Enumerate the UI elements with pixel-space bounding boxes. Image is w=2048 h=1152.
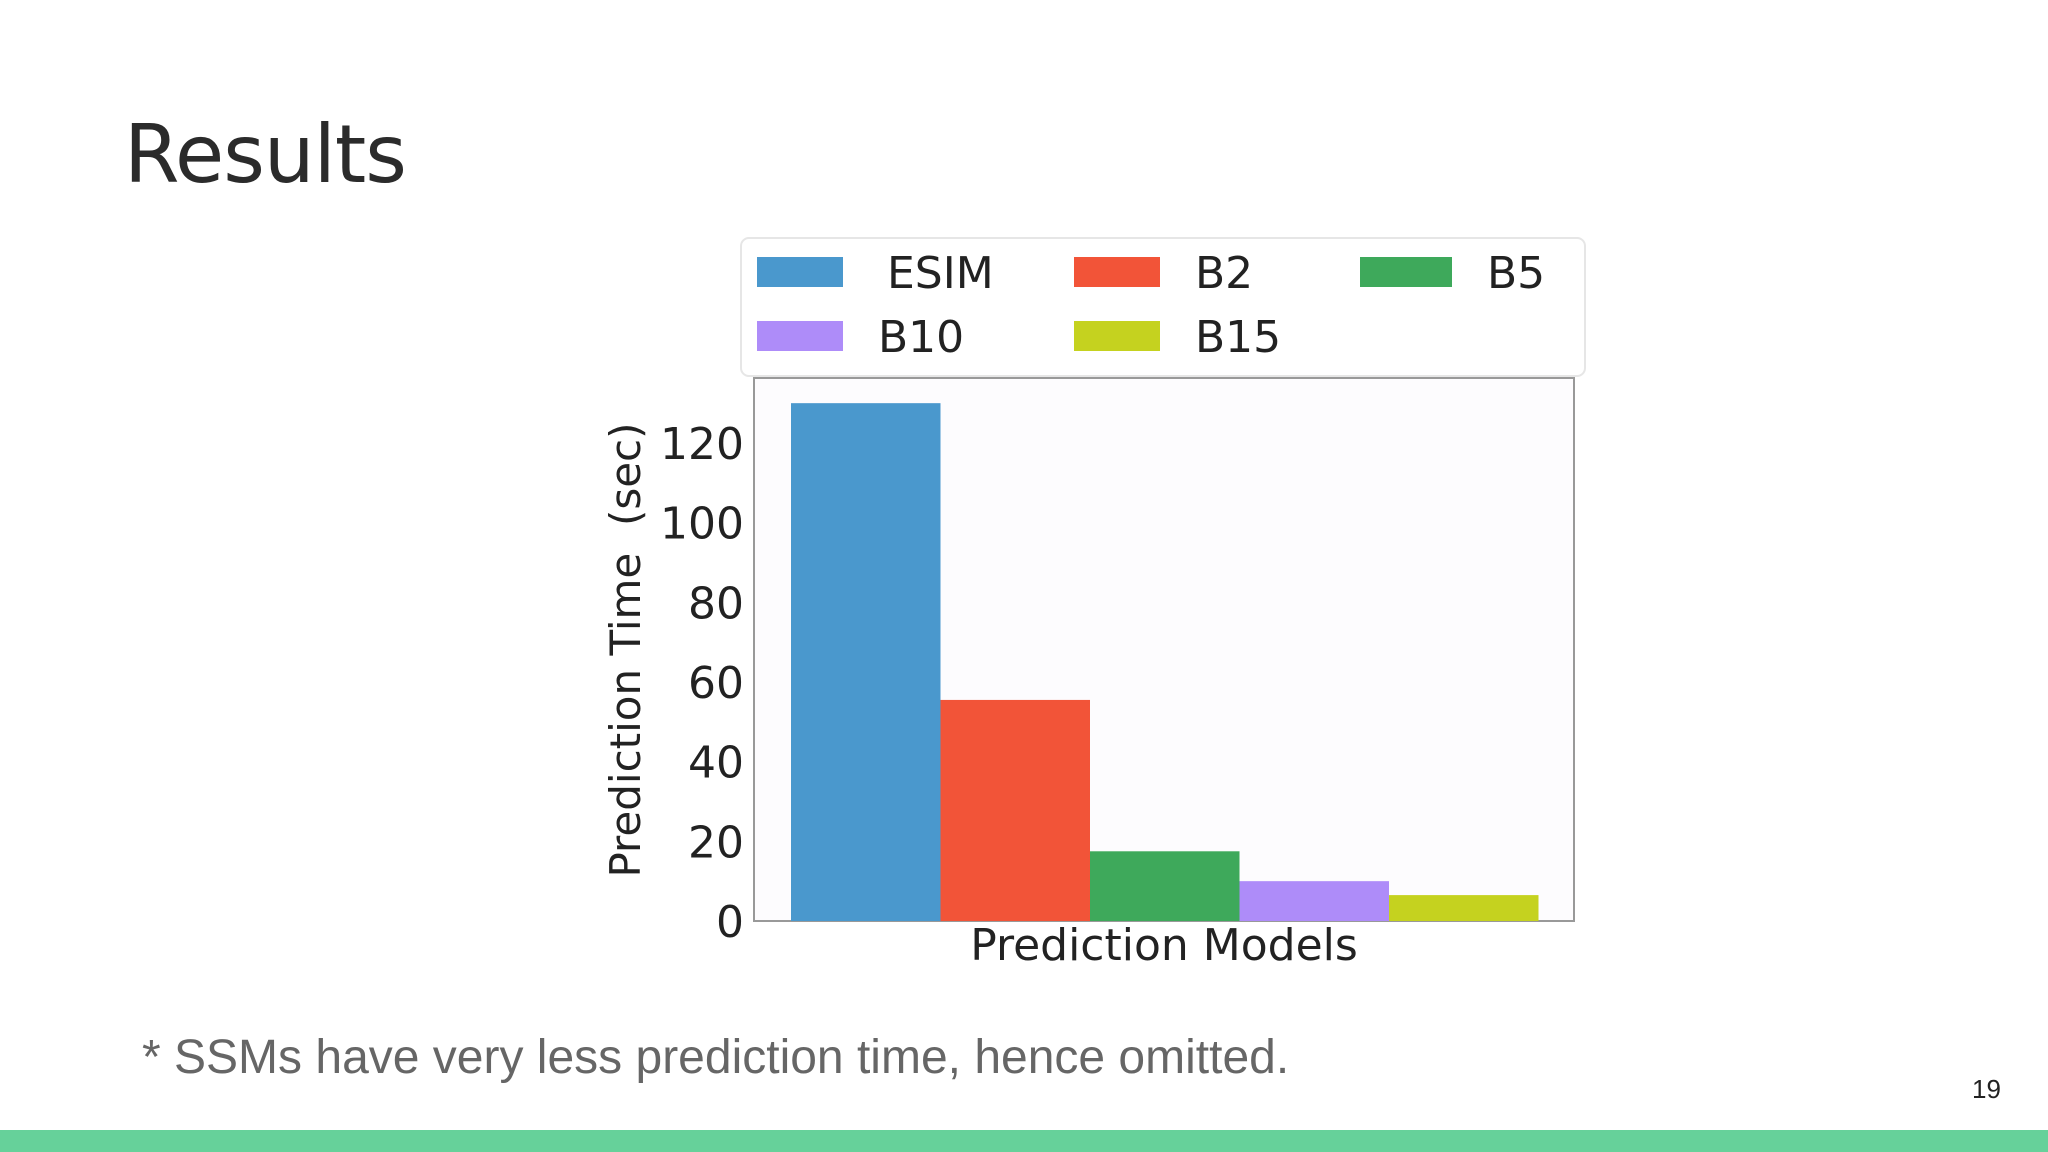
bar-esim	[791, 403, 941, 922]
bars-group	[791, 403, 1539, 922]
bar-b15	[1389, 895, 1539, 921]
legend-label-b5: B5	[1487, 248, 1545, 299]
y-tick-label: 0	[716, 897, 744, 948]
x-axis-label: Prediction Models	[970, 920, 1358, 971]
legend-label-b10: B10	[878, 312, 964, 363]
legend-swatch-b15	[1074, 321, 1160, 351]
chart-legend: ESIM B2 B5 B10 B15	[740, 237, 1586, 377]
legend-swatch-b10	[757, 321, 843, 351]
bar-b2	[940, 699, 1090, 921]
legend-swatch-b2	[1074, 257, 1160, 287]
legend-swatch-b5	[1360, 257, 1452, 287]
legend-label-esim: ESIM	[887, 248, 994, 299]
bar-b5	[1090, 851, 1240, 921]
y-tick-label: 120	[660, 419, 744, 470]
y-tick-label: 60	[688, 658, 744, 709]
legend-swatch-esim	[757, 257, 843, 287]
y-tick-label: 40	[688, 738, 744, 789]
legend-label-b2: B2	[1195, 248, 1253, 299]
page-number: 19	[1972, 1074, 2001, 1104]
y-tick-label: 80	[688, 578, 744, 629]
bar-b10	[1239, 881, 1389, 921]
y-axis-ticks: 0 20 40 60 80 100 120	[660, 419, 744, 948]
legend-box	[740, 237, 1586, 377]
y-axis-label: Prediction Time (sec)	[601, 422, 650, 877]
slide-title: Results	[124, 108, 407, 201]
footnote: * SSMs have very less prediction time, h…	[142, 1031, 1290, 1084]
y-tick-label: 100	[660, 499, 744, 550]
accent-bar	[0, 1130, 2048, 1152]
y-tick-label: 20	[688, 817, 744, 868]
legend-label-b15: B15	[1195, 312, 1281, 363]
